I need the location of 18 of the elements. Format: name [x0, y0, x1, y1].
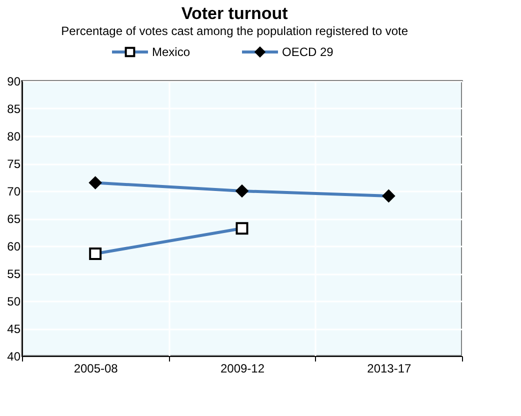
y-tick-label: 80 — [7, 130, 21, 144]
y-tick-label: 85 — [7, 102, 21, 116]
y-tick-label: 50 — [7, 294, 21, 308]
legend-label: OECD 29 — [282, 45, 334, 59]
y-tick-label: 70 — [7, 184, 21, 198]
x-tick-label: 2005-08 — [74, 362, 118, 376]
y-tick-label: 40 — [7, 350, 21, 364]
y-tick-label: 90 — [7, 74, 21, 88]
y-tick-label: 55 — [7, 267, 21, 281]
chart-title: Voter turnout — [181, 4, 288, 23]
legend-label: Mexico — [152, 45, 190, 59]
x-tick-label: 2009-12 — [220, 362, 265, 376]
chart-subtitle: Percentage of votes cast among the population registered to vote — [61, 24, 408, 38]
y-tick-label: 60 — [7, 240, 21, 254]
y-tick-label: 75 — [7, 157, 21, 171]
y-tick-label: 45 — [7, 322, 21, 336]
x-tick-label: 2013-17 — [367, 362, 412, 376]
y-tick-label: 65 — [7, 212, 21, 226]
